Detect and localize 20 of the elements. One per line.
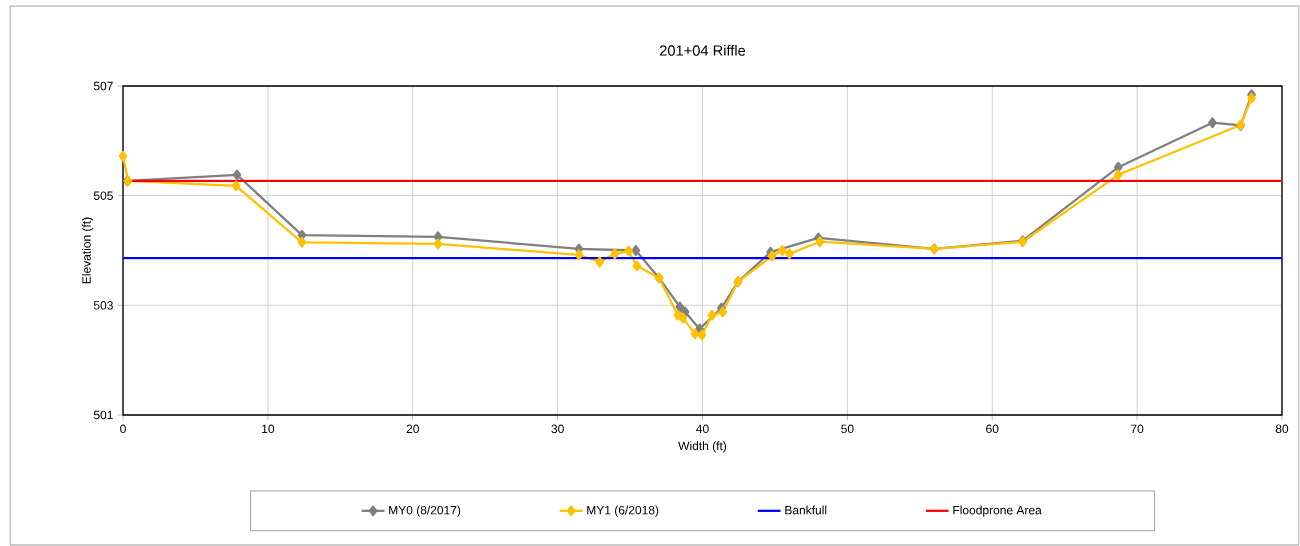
legend-label: MY0 (8/2017) [389, 505, 461, 517]
x-tick-label: 20 [406, 424, 419, 434]
x-tick-label: 80 [1275, 424, 1289, 434]
chart-title: 201+04 Riffle [659, 44, 746, 56]
x-tick-label: 60 [986, 424, 999, 434]
y-tick-label: 501 [93, 410, 113, 420]
x-tick-label: 10 [262, 424, 275, 434]
y-tick-label: 507 [93, 81, 113, 91]
x-tick-label: 40 [696, 424, 709, 434]
x-tick-label: 50 [841, 424, 854, 434]
x-axis-title: Width (ft) [678, 441, 727, 453]
x-tick-label: 70 [1131, 424, 1144, 434]
legend-label: Floodprone Area [953, 505, 1042, 517]
legend-label: MY1 (6/2018) [587, 505, 659, 517]
x-tick-label: 30 [551, 424, 564, 434]
y-tick-label: 505 [93, 191, 113, 200]
y-axis-title: Elevation (ft) [81, 217, 94, 284]
legend-label: Bankfull [785, 505, 827, 515]
x-tick-label: 0 [120, 424, 126, 434]
y-tick-label: 503 [93, 301, 113, 310]
